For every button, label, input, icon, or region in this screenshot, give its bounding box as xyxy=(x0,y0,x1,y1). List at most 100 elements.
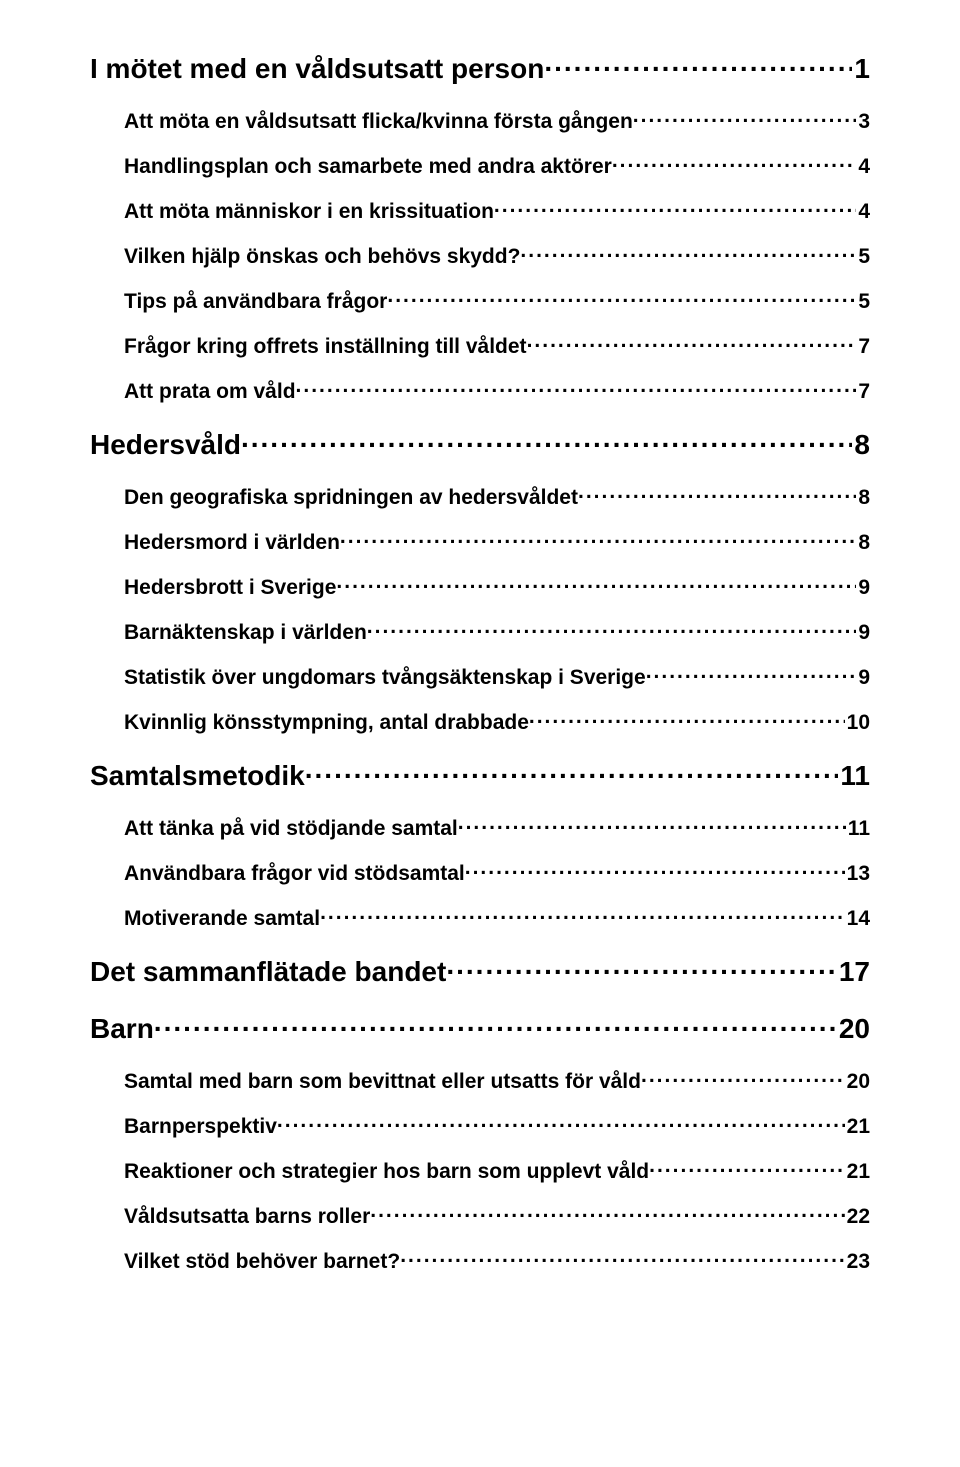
toc-entry-page: 7 xyxy=(856,380,870,404)
toc-leader-dots xyxy=(458,814,846,835)
toc-entry-label: Vilket stöd behöver barnet? xyxy=(124,1250,400,1274)
toc-leader-dots xyxy=(277,1112,845,1133)
toc-entry-page: 21 xyxy=(845,1115,870,1139)
toc-entry-label: Användbara frågor vid stödsamtal xyxy=(124,862,465,886)
toc-entry-label: Frågor kring offrets inställning till vå… xyxy=(124,335,527,359)
toc-entry-page: 5 xyxy=(856,290,870,314)
toc-entry-label: Vilken hjälp önskas och behövs skydd? xyxy=(124,245,520,269)
toc-leader-dots xyxy=(367,618,857,639)
toc-entry-page: 4 xyxy=(856,200,870,224)
toc-entry-page: 8 xyxy=(852,429,870,461)
toc-entry-page: 11 xyxy=(846,817,870,841)
toc-entry[interactable]: Reaktioner och strategier hos barn som u… xyxy=(124,1157,870,1184)
toc-entry-page: 5 xyxy=(856,245,870,269)
toc-entry-label: Samtal med barn som bevittnat eller utsa… xyxy=(124,1070,641,1094)
toc-leader-dots xyxy=(612,152,857,173)
toc-entry-label: Handlingsplan och samarbete med andra ak… xyxy=(124,155,612,179)
toc-leader-dots xyxy=(320,904,845,925)
toc-entry[interactable]: I mötet med en våldsutsatt person1 xyxy=(90,50,870,85)
toc-entry[interactable]: Barn 20 xyxy=(90,1010,870,1045)
toc-entry-page: 23 xyxy=(845,1250,870,1274)
toc-entry-page: 20 xyxy=(845,1070,870,1094)
toc-leader-dots xyxy=(465,859,845,880)
toc-entry-label: Samtalsmetodik xyxy=(90,760,305,792)
toc-leader-dots xyxy=(296,377,857,398)
toc-entry[interactable]: Våldsutsatta barns roller 22 xyxy=(124,1202,870,1229)
toc-entry-page: 20 xyxy=(837,1013,870,1045)
toc-leader-dots xyxy=(446,953,837,981)
toc-entry-page: 9 xyxy=(856,621,870,645)
toc-entry[interactable]: Den geografiska spridningen av hedersvål… xyxy=(124,483,870,510)
toc-entry-page: 17 xyxy=(837,956,870,988)
toc-entry-label: Den geografiska spridningen av hedersvål… xyxy=(124,486,578,510)
toc-entry-page: 8 xyxy=(856,486,870,510)
toc-entry[interactable]: Hedersmord i världen8 xyxy=(124,528,870,555)
toc-leader-dots xyxy=(241,426,852,454)
toc-entry[interactable]: Tips på användbara frågor 5 xyxy=(124,287,870,314)
toc-entry-label: Tips på användbara frågor xyxy=(124,290,387,314)
toc-leader-dots xyxy=(370,1202,844,1223)
toc-entry[interactable]: Handlingsplan och samarbete med andra ak… xyxy=(124,152,870,179)
toc-entry[interactable]: Att möta en våldsutsatt flicka/kvinna fö… xyxy=(124,107,870,134)
toc-entry-label: Det sammanflätade bandet xyxy=(90,956,446,988)
toc-leader-dots xyxy=(578,483,856,504)
toc-entry-page: 22 xyxy=(845,1205,870,1229)
toc-entry[interactable]: Samtal med barn som bevittnat eller utsa… xyxy=(124,1067,870,1094)
toc-entry[interactable]: Hedersbrott i Sverige 9 xyxy=(124,573,870,600)
toc-entry-label: Statistik över ungdomars tvångsäktenskap… xyxy=(124,666,646,690)
toc-entry-page: 8 xyxy=(856,531,870,555)
toc-entry[interactable]: Barnperspektiv 21 xyxy=(124,1112,870,1139)
toc-entry-label: Hedersvåld xyxy=(90,429,241,461)
toc-entry[interactable]: Samtalsmetodik 11 xyxy=(90,757,870,792)
toc-leader-dots xyxy=(527,332,857,353)
toc-entry-page: 9 xyxy=(856,576,870,600)
toc-entry[interactable]: Att tänka på vid stödjande samtal 11 xyxy=(124,814,870,841)
toc-entry[interactable]: Motiverande samtal 14 xyxy=(124,904,870,931)
toc-leader-dots xyxy=(520,242,856,263)
toc-entry-label: Våldsutsatta barns roller xyxy=(124,1205,370,1229)
toc-entry[interactable]: Vilken hjälp önskas och behövs skydd? 5 xyxy=(124,242,870,269)
toc-entry-page: 9 xyxy=(856,666,870,690)
toc-entry-label: I mötet med en våldsutsatt person xyxy=(90,53,544,85)
toc-entry-label: Kvinnlig könsstympning, antal drabbade xyxy=(124,711,529,735)
toc-entry[interactable]: Vilket stöd behöver barnet? 23 xyxy=(124,1247,870,1274)
toc-entry-label: Att tänka på vid stödjande samtal xyxy=(124,817,458,841)
toc-entry-page: 11 xyxy=(838,760,870,792)
toc-entry[interactable]: Att prata om våld 7 xyxy=(124,377,870,404)
toc-entry-page: 10 xyxy=(845,711,870,735)
toc-leader-dots xyxy=(494,197,856,218)
toc-entry-label: Att möta en våldsutsatt flicka/kvinna fö… xyxy=(124,110,633,134)
toc-leader-dots xyxy=(633,107,857,128)
toc-entry-label: Att möta människor i en krissituation xyxy=(124,200,494,224)
table-of-contents: I mötet med en våldsutsatt person1 Att mö… xyxy=(90,50,870,1274)
toc-entry-label: Barnäktenskap i världen xyxy=(124,621,367,645)
toc-entry[interactable]: Frågor kring offrets inställning till vå… xyxy=(124,332,870,359)
toc-entry[interactable]: Barnäktenskap i världen 9 xyxy=(124,618,870,645)
toc-entry-page: 3 xyxy=(856,110,870,134)
toc-leader-dots xyxy=(400,1247,844,1268)
toc-leader-dots xyxy=(641,1067,845,1088)
toc-leader-dots xyxy=(387,287,856,308)
toc-entry-label: Att prata om våld xyxy=(124,380,296,404)
toc-entry[interactable]: Att möta människor i en krissituation 4 xyxy=(124,197,870,224)
toc-entry-label: Barn xyxy=(90,1013,154,1045)
toc-leader-dots xyxy=(305,757,839,785)
toc-leader-dots xyxy=(529,708,845,729)
toc-entry-page: 7 xyxy=(856,335,870,359)
toc-leader-dots xyxy=(336,573,856,594)
toc-leader-dots xyxy=(154,1010,837,1038)
toc-entry[interactable]: Statistik över ungdomars tvångsäktenskap… xyxy=(124,663,870,690)
toc-entry-page: 13 xyxy=(845,862,870,886)
toc-entry-label: Hedersbrott i Sverige xyxy=(124,576,336,600)
toc-leader-dots xyxy=(649,1157,845,1178)
toc-entry-label: Motiverande samtal xyxy=(124,907,320,931)
toc-entry[interactable]: Kvinnlig könsstympning, antal drabbade 10 xyxy=(124,708,870,735)
toc-entry-label: Reaktioner och strategier hos barn som u… xyxy=(124,1160,649,1184)
toc-entry-label: Barnperspektiv xyxy=(124,1115,277,1139)
toc-entry-page: 21 xyxy=(845,1160,870,1184)
toc-leader-dots xyxy=(544,50,852,78)
toc-entry[interactable]: Hedersvåld 8 xyxy=(90,426,870,461)
toc-entry-page: 14 xyxy=(845,907,870,931)
toc-entry[interactable]: Det sammanflätade bandet 17 xyxy=(90,953,870,988)
toc-entry[interactable]: Användbara frågor vid stödsamtal 13 xyxy=(124,859,870,886)
